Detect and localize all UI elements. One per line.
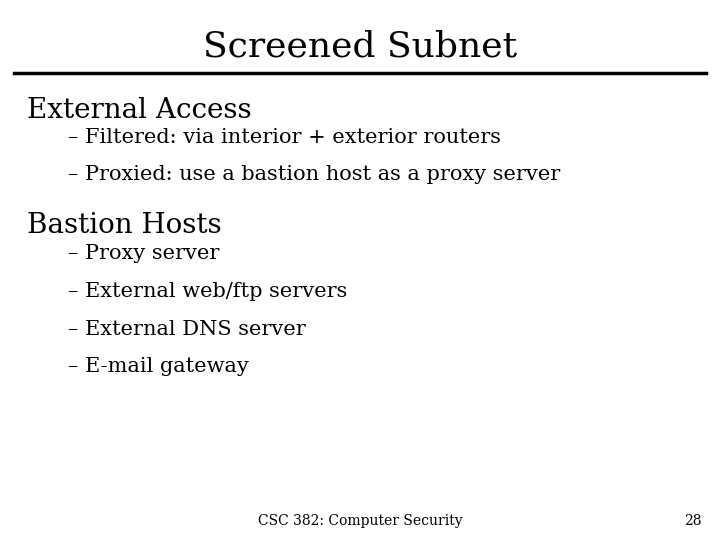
Text: Screened Subnet: Screened Subnet (203, 30, 517, 64)
Text: – Proxy server: – Proxy server (68, 244, 220, 263)
Text: – External web/ftp servers: – External web/ftp servers (68, 282, 348, 301)
Text: – Filtered: via interior + exterior routers: – Filtered: via interior + exterior rout… (68, 128, 501, 147)
Text: – External DNS server: – External DNS server (68, 320, 306, 339)
Text: – E-mail gateway: – E-mail gateway (68, 357, 249, 376)
Text: External Access: External Access (27, 97, 252, 124)
Text: – Proxied: use a bastion host as a proxy server: – Proxied: use a bastion host as a proxy… (68, 165, 561, 184)
Text: Bastion Hosts: Bastion Hosts (27, 212, 222, 239)
Text: 28: 28 (685, 514, 702, 528)
Text: CSC 382: Computer Security: CSC 382: Computer Security (258, 514, 462, 528)
